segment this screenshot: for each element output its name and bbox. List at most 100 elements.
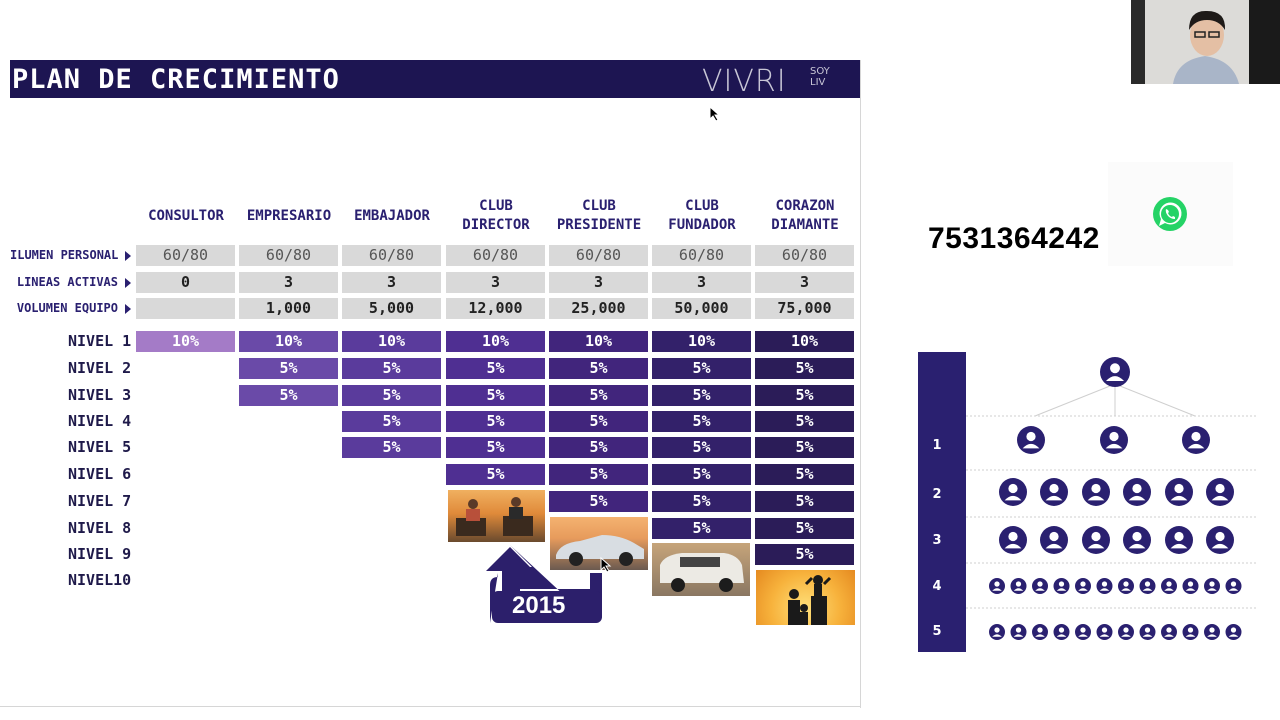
commission-cell: 5%: [755, 411, 854, 432]
commission-cell: 5%: [549, 411, 648, 432]
requirement-cell: 5,000: [342, 298, 441, 319]
commission-cell: 10%: [446, 331, 545, 352]
requirement-cell: 3: [755, 272, 854, 293]
presentation-slide: PLAN DE CRECIMIENTO VIVRI SOY LIV CONSUL…: [10, 60, 860, 625]
requirement-cell: 3: [239, 272, 338, 293]
requirement-label: ILUMEN PERSONAL: [10, 248, 119, 262]
commission-cell: 5%: [446, 437, 545, 458]
commission-cell: 5%: [652, 358, 751, 379]
level-label: NIVEL 3: [68, 386, 132, 404]
commission-cell: 5%: [446, 411, 545, 432]
tree-level-bar: [918, 352, 966, 652]
requirement-cell: 3: [446, 272, 545, 293]
requirement-cell: 25,000: [549, 298, 648, 319]
requirement-arrow-icon: [125, 304, 131, 314]
commission-cell: 5%: [652, 385, 751, 406]
commission-cell: 5%: [239, 358, 338, 379]
category-header: CLUB PRESIDENTE: [549, 197, 649, 235]
requirement-cell: 1,000: [239, 298, 338, 319]
commission-cell: 10%: [652, 331, 751, 352]
commission-cell: 5%: [755, 385, 854, 406]
level-label: NIVEL10: [68, 571, 132, 589]
brand-name: VIVRI: [702, 64, 787, 99]
commission-cell: 5%: [652, 518, 751, 539]
requirement-arrow-icon: [125, 251, 131, 261]
commission-cell: 10%: [549, 331, 648, 352]
mouse-cursor-icon: [600, 557, 612, 573]
tree-level-2: 2: [932, 487, 942, 502]
category-header-line: CLUB: [582, 198, 616, 214]
commission-cell: 5%: [652, 411, 751, 432]
category-header-line: PRESIDENTE: [556, 217, 642, 233]
category-header-line: EMBAJADOR: [354, 208, 430, 224]
commission-cell: 5%: [549, 437, 648, 458]
requirement-label: LINEAS ACTIVAS: [16, 275, 118, 289]
whatsapp-icon[interactable]: [1152, 196, 1188, 232]
level-label: NIVEL 8: [68, 519, 132, 537]
commission-cell: 5%: [755, 358, 854, 379]
category-header-line: CLUB: [685, 198, 719, 214]
brand-sub-bottom: LIV: [810, 77, 826, 88]
level-label: NIVEL 5: [68, 438, 132, 456]
requirement-cell: 3: [342, 272, 441, 293]
commission-cell: 10%: [136, 331, 235, 352]
tree-level-1: 1: [932, 438, 942, 453]
requirement-cell: 60/80: [549, 245, 648, 266]
requirement-cell: 3: [652, 272, 751, 293]
brand-sub: SOY LIV: [810, 66, 830, 88]
category-header-line: EMPRESARIO: [246, 208, 332, 224]
category-header: EMPRESARIO: [239, 207, 339, 226]
year-badge: 2015: [512, 592, 566, 619]
level-label: NIVEL 1: [68, 332, 132, 350]
title-bar: PLAN DE CRECIMIENTO VIVRI SOY LIV: [10, 60, 860, 99]
vacation-photo: [448, 490, 545, 542]
category-header-line: CLUB: [479, 198, 513, 214]
category-header: CLUB FUNDADOR: [652, 197, 752, 235]
commission-cell: 5%: [446, 464, 545, 485]
category-header-line: DIAMANTE: [771, 217, 839, 233]
level-label: NIVEL 2: [68, 359, 132, 377]
tree-level-3: 3: [932, 533, 942, 548]
commission-cell: 5%: [446, 358, 545, 379]
commission-cell: 5%: [549, 491, 648, 512]
commission-cell: 5%: [549, 464, 648, 485]
category-header: CORAZON DIAMANTE: [755, 197, 855, 235]
webcam-video[interactable]: [1131, 0, 1280, 84]
commission-cell: 5%: [549, 385, 648, 406]
commission-cell: 5%: [342, 437, 441, 458]
commission-cell: 5%: [755, 544, 854, 565]
category-header-line: DIRECTOR: [462, 217, 530, 233]
slide-border: [860, 60, 861, 708]
tree-graphic: [966, 357, 1258, 640]
commission-cell: 5%: [755, 437, 854, 458]
level-label: NIVEL 4: [68, 412, 132, 430]
category-header: EMBAJADOR: [342, 207, 442, 226]
category-header: CONSULTOR: [136, 207, 236, 226]
commission-cell: 5%: [652, 491, 751, 512]
commission-cell: 5%: [342, 385, 441, 406]
requirement-cell: 0: [136, 272, 235, 293]
requirement-cell: 60/80: [755, 245, 854, 266]
car-photo: [550, 517, 648, 570]
commission-cell: 5%: [652, 437, 751, 458]
commission-cell: 5%: [755, 491, 854, 512]
brand-sub-top: SOY: [810, 66, 830, 77]
slide-border: [0, 706, 861, 707]
commission-cell: 5%: [342, 411, 441, 432]
brand-logo: VIVRI SOY LIV: [702, 64, 830, 99]
commission-cell: 5%: [652, 464, 751, 485]
requirement-arrow-icon: [125, 278, 131, 288]
category-header-line: FUNDADOR: [668, 217, 736, 233]
requirement-cell: 3: [549, 272, 648, 293]
commission-cell: 5%: [342, 358, 441, 379]
year-arrow-icon: [486, 545, 602, 623]
slide-title: PLAN DE CRECIMIENTO: [12, 64, 340, 95]
tree-level-4: 4: [932, 579, 942, 594]
level-label: NIVEL 7: [68, 492, 132, 510]
tree-level-5: 5: [932, 624, 942, 639]
requirement-cell: 50,000: [652, 298, 751, 319]
commission-cell: 10%: [239, 331, 338, 352]
mouse-cursor-icon: [709, 106, 721, 122]
requirement-cell: 75,000: [755, 298, 854, 319]
requirement-cell: 60/80: [239, 245, 338, 266]
